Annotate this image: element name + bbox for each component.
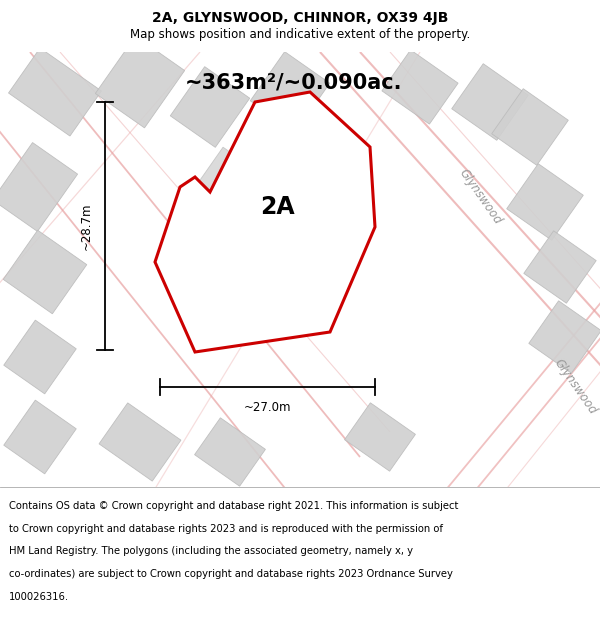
Text: 100026316.: 100026316. xyxy=(9,592,69,602)
Polygon shape xyxy=(262,127,358,226)
Text: ~27.0m: ~27.0m xyxy=(244,401,291,414)
Polygon shape xyxy=(4,400,76,474)
Text: Glynswood: Glynswood xyxy=(551,357,599,418)
Polygon shape xyxy=(491,89,568,165)
Text: 2A: 2A xyxy=(260,195,295,219)
Polygon shape xyxy=(344,402,415,471)
Text: ~363m²/~0.090ac.: ~363m²/~0.090ac. xyxy=(185,72,403,92)
Polygon shape xyxy=(95,36,185,128)
Polygon shape xyxy=(0,142,77,231)
Polygon shape xyxy=(250,52,330,132)
Polygon shape xyxy=(3,230,87,314)
Text: Map shows position and indicative extent of the property.: Map shows position and indicative extent… xyxy=(130,28,470,41)
Text: ~28.7m: ~28.7m xyxy=(80,202,93,250)
Text: HM Land Registry. The polygons (including the associated geometry, namely x, y: HM Land Registry. The polygons (includin… xyxy=(9,546,413,556)
Polygon shape xyxy=(194,418,265,486)
Polygon shape xyxy=(382,50,458,124)
Polygon shape xyxy=(170,67,250,148)
Text: 2A, GLYNSWOOD, CHINNOR, OX39 4JB: 2A, GLYNSWOOD, CHINNOR, OX39 4JB xyxy=(152,11,448,26)
Text: to Crown copyright and database rights 2023 and is reproduced with the permissio: to Crown copyright and database rights 2… xyxy=(9,524,443,534)
Polygon shape xyxy=(506,164,583,240)
Polygon shape xyxy=(172,148,289,267)
Polygon shape xyxy=(99,403,181,481)
Polygon shape xyxy=(529,301,600,373)
Polygon shape xyxy=(155,92,375,352)
Polygon shape xyxy=(249,219,331,304)
Polygon shape xyxy=(452,64,529,140)
Polygon shape xyxy=(8,48,101,136)
Text: Glynswood: Glynswood xyxy=(456,167,504,228)
Polygon shape xyxy=(4,320,76,394)
Text: Contains OS data © Crown copyright and database right 2021. This information is : Contains OS data © Crown copyright and d… xyxy=(9,501,458,511)
Polygon shape xyxy=(524,231,596,303)
Text: co-ordinates) are subject to Crown copyright and database rights 2023 Ordnance S: co-ordinates) are subject to Crown copyr… xyxy=(9,569,453,579)
